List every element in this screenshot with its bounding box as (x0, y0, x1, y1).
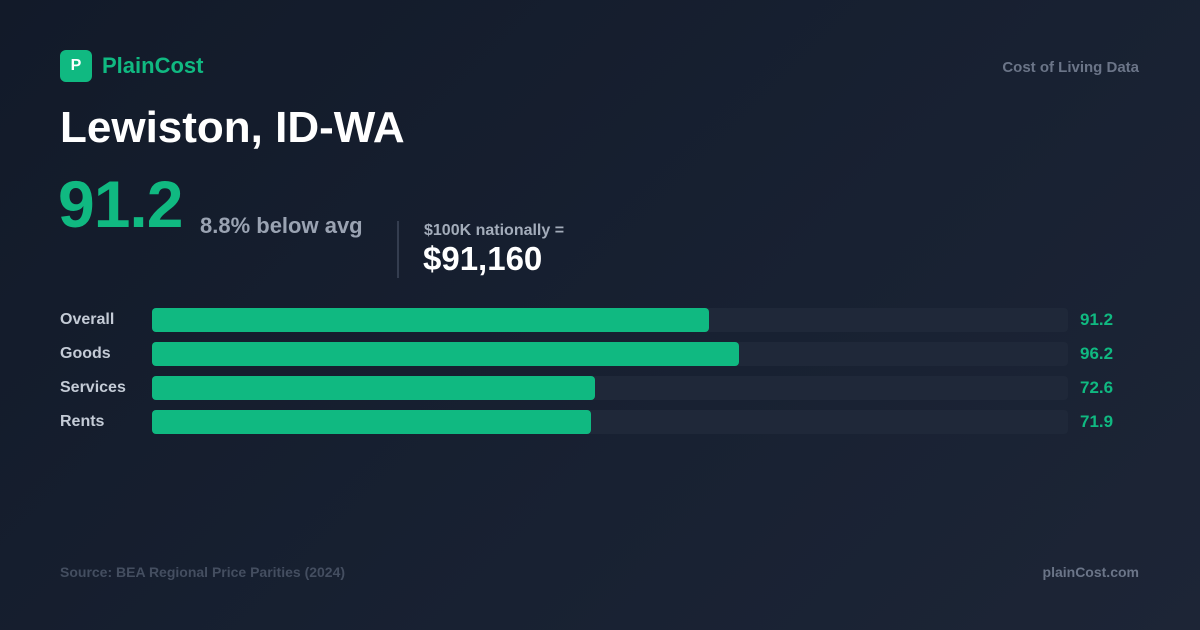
bar (152, 410, 592, 434)
brand: PlainCost (102, 53, 204, 78)
logo: P (60, 50, 92, 82)
category-label: Services (60, 379, 126, 396)
value-label: 91.2 (1080, 310, 1114, 329)
bar (152, 376, 596, 400)
value-label: 96.2 (1080, 344, 1114, 363)
category-label: Rents (60, 413, 105, 430)
equivalent-value: $91,160 (423, 240, 543, 277)
divider (397, 221, 399, 278)
bar (152, 342, 740, 366)
value-label: 72.6 (1080, 378, 1114, 397)
category-label: Overall (60, 311, 115, 328)
equivalent-label: $100K nationally = (424, 222, 565, 239)
index-note: 8.8% below avg (200, 213, 363, 238)
site: plainCost.com (1042, 564, 1139, 580)
value-label: 71.9 (1080, 412, 1114, 431)
source: Source: BEA Regional Price Parities (202… (60, 564, 346, 580)
index-value: 91.2 (58, 167, 183, 241)
category-label: Goods (60, 345, 111, 362)
tagline: Cost of Living Data (1002, 59, 1139, 76)
bar (152, 308, 709, 332)
title: Lewiston, ID-WA (60, 103, 405, 152)
